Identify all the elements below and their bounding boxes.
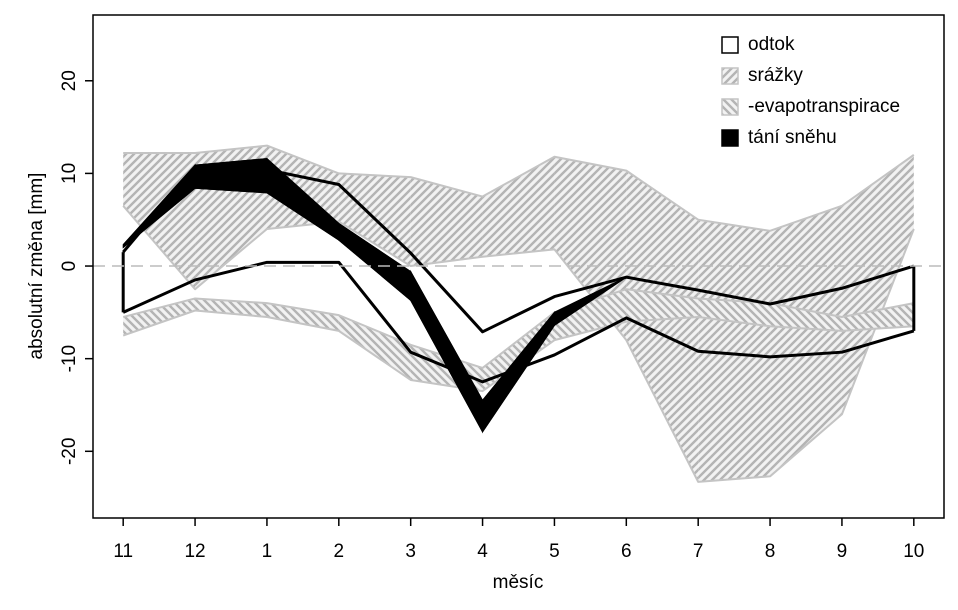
band-edge bbox=[122, 158, 627, 401]
x-tick-label: 5 bbox=[549, 541, 560, 562]
x-axis-label: měsíc bbox=[493, 572, 544, 593]
x-tick-label: 6 bbox=[621, 541, 632, 562]
plot-area bbox=[93, 144, 944, 483]
band-segment bbox=[841, 154, 914, 415]
band-edge bbox=[123, 144, 915, 232]
legend-label: odtok bbox=[748, 34, 795, 55]
y-tick-label: 0 bbox=[59, 261, 80, 272]
legend-label: -evapotranspirace bbox=[748, 96, 900, 117]
band-segment bbox=[123, 298, 196, 336]
band-segment bbox=[698, 298, 771, 327]
band-segment bbox=[626, 170, 699, 482]
legend-label: srážky bbox=[748, 65, 803, 86]
legend-swatch bbox=[721, 129, 739, 147]
band-segment bbox=[482, 156, 555, 257]
x-tick-label: 7 bbox=[693, 541, 704, 562]
band-segment bbox=[770, 303, 842, 331]
band-edge bbox=[122, 187, 627, 433]
x-tick-label: 10 bbox=[903, 541, 924, 562]
legend-swatch bbox=[721, 36, 739, 54]
x-tick-label: 4 bbox=[477, 541, 488, 562]
x-tick-label: 8 bbox=[765, 541, 776, 562]
band-edge bbox=[122, 205, 915, 483]
band-segment bbox=[338, 315, 411, 380]
x-tick-label: 2 bbox=[334, 541, 345, 562]
legend-label: tání sněhu bbox=[748, 127, 837, 148]
x-tick-label: 1 bbox=[262, 541, 273, 562]
band-segment bbox=[554, 289, 627, 341]
x-tick-label: 12 bbox=[184, 541, 205, 562]
y-axis-label: absolutní změna [mm] bbox=[26, 173, 47, 360]
legend-swatch bbox=[721, 98, 739, 116]
band-segment bbox=[482, 312, 555, 392]
y-tick-label: -10 bbox=[59, 345, 80, 372]
band-segment bbox=[266, 303, 339, 331]
band-segment bbox=[410, 177, 483, 267]
band-edge bbox=[122, 288, 915, 369]
band-segment bbox=[698, 219, 771, 482]
band-segment bbox=[123, 153, 196, 290]
y-tick-label: 20 bbox=[59, 70, 80, 91]
band-segment bbox=[770, 205, 842, 477]
y-tick-label: 10 bbox=[59, 163, 80, 184]
x-tick-label: 3 bbox=[405, 541, 416, 562]
legend-swatch bbox=[721, 67, 739, 85]
band-segment bbox=[626, 289, 699, 322]
x-tick-label: 11 bbox=[113, 541, 133, 562]
y-tick-label: -20 bbox=[59, 438, 80, 465]
x-tick-label: 9 bbox=[837, 541, 848, 562]
band-segment bbox=[195, 298, 267, 317]
band-segment bbox=[841, 303, 914, 331]
